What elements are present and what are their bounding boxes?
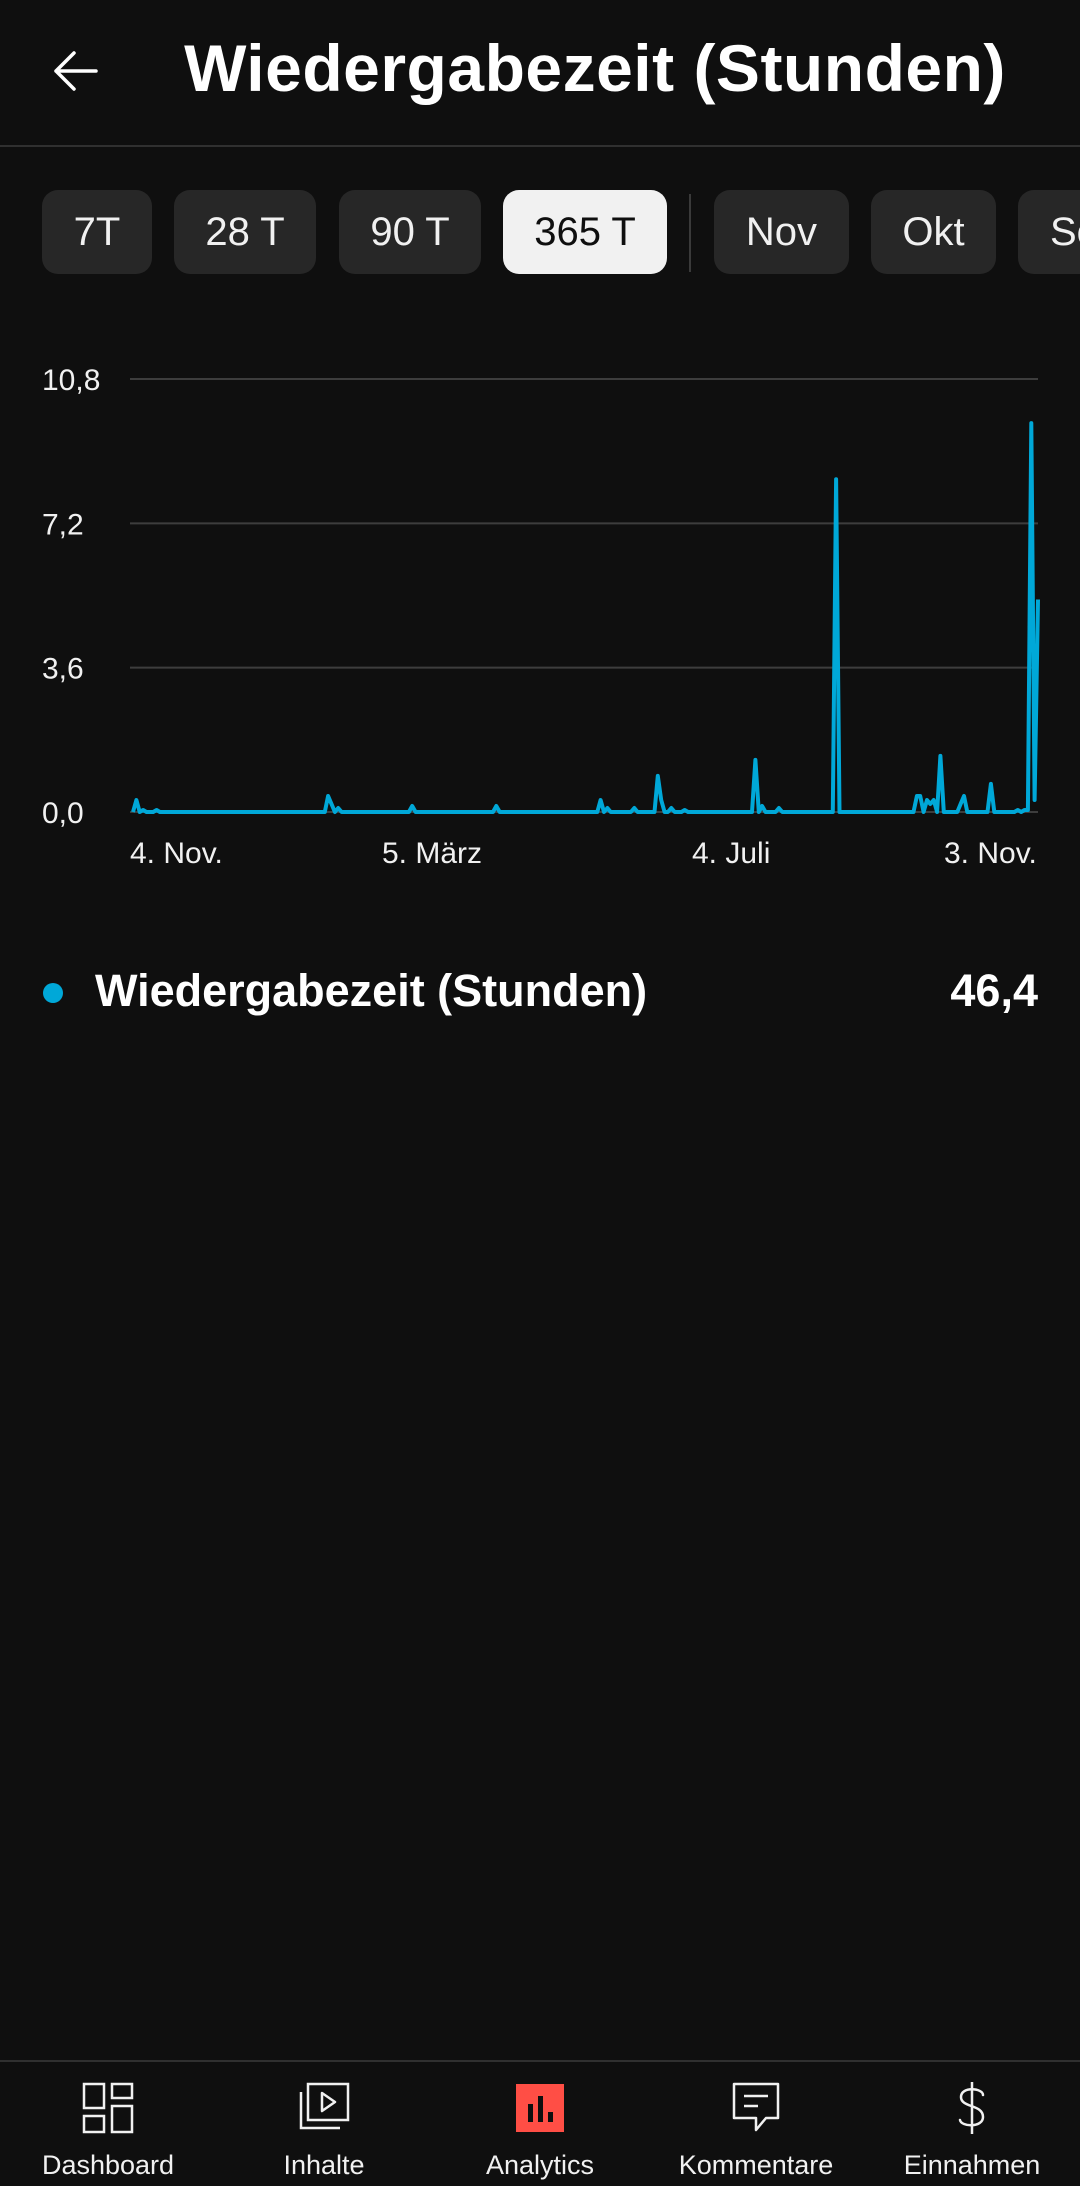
back-arrow-icon [54, 51, 98, 91]
nav-item-einnahmen[interactable]: Einnahmen [864, 2062, 1080, 2186]
y-tick-label: 10,8 [42, 364, 100, 397]
dashboard-icon [82, 2082, 134, 2134]
analytics-icon [516, 2084, 564, 2132]
earnings-icon [958, 2082, 985, 2134]
nav-label-inhalte: Inhalte [283, 2150, 365, 2180]
nav-label-dashboard: Dashboard [41, 2150, 175, 2180]
chip-okt[interactable]: Okt [871, 190, 996, 274]
x-tick-label: 3. Nov. [944, 837, 1037, 870]
legend-dot [43, 983, 63, 1003]
chip-365-days[interactable]: 365 T [503, 190, 667, 274]
chip-sep[interactable]: Se [1018, 190, 1080, 274]
nav-item-kommentare[interactable]: Kommentare [648, 2062, 864, 2186]
chart-svg: 10,8 7,2 3,6 0,0 4. Nov. 5. März 4. Juli 3. Nov… [42, 364, 1040, 870]
chip-divider [689, 194, 691, 272]
chip-7-days[interactable]: 7T [42, 190, 152, 274]
chip-nov[interactable]: Nov [714, 190, 849, 274]
y-tick-label: 3,6 [42, 653, 84, 686]
nav-label-einnahmen: Einnahmen [903, 2150, 1041, 2180]
header: Wiedergabezeit (Stunden) [0, 0, 1080, 147]
period-chips: 7T 28 T 90 T 365 T Nov Okt Se [0, 190, 1080, 276]
watch-time-chart: 10,8 7,2 3,6 0,0 4. Nov. 5. März 4. Juli 3. Nov… [0, 340, 1080, 880]
x-tick-label: 4. Nov. [130, 837, 223, 870]
x-tick-label: 4. Juli [692, 837, 770, 870]
y-tick-label: 7,2 [42, 508, 84, 541]
chip-28-days[interactable]: 28 T [174, 190, 316, 274]
content-icon [299, 2082, 350, 2130]
legend-total-value: 46,4 [950, 965, 1038, 1016]
nav-label-analytics: Analytics [485, 2150, 595, 2180]
nav-item-dashboard[interactable]: Dashboard [0, 2062, 216, 2186]
x-tick-label: 5. März [382, 837, 482, 870]
nav-label-kommentare: Kommentare [678, 2150, 834, 2180]
page-title: Wiedergabezeit (Stunden) [184, 31, 1006, 105]
y-tick-label: 0,0 [42, 797, 84, 830]
chip-90-days[interactable]: 90 T [339, 190, 481, 274]
nav-item-analytics[interactable]: Analytics [432, 2062, 648, 2186]
comments-icon [732, 2082, 780, 2132]
series-line [131, 421, 1040, 814]
legend-label: Wiedergabezeit (Stunden) [95, 965, 648, 1016]
back-button[interactable] [40, 36, 110, 106]
nav-item-inhalte[interactable]: Inhalte [216, 2062, 432, 2186]
bottom-nav: Dashboard Inhalte Analytics [0, 2060, 1080, 2186]
